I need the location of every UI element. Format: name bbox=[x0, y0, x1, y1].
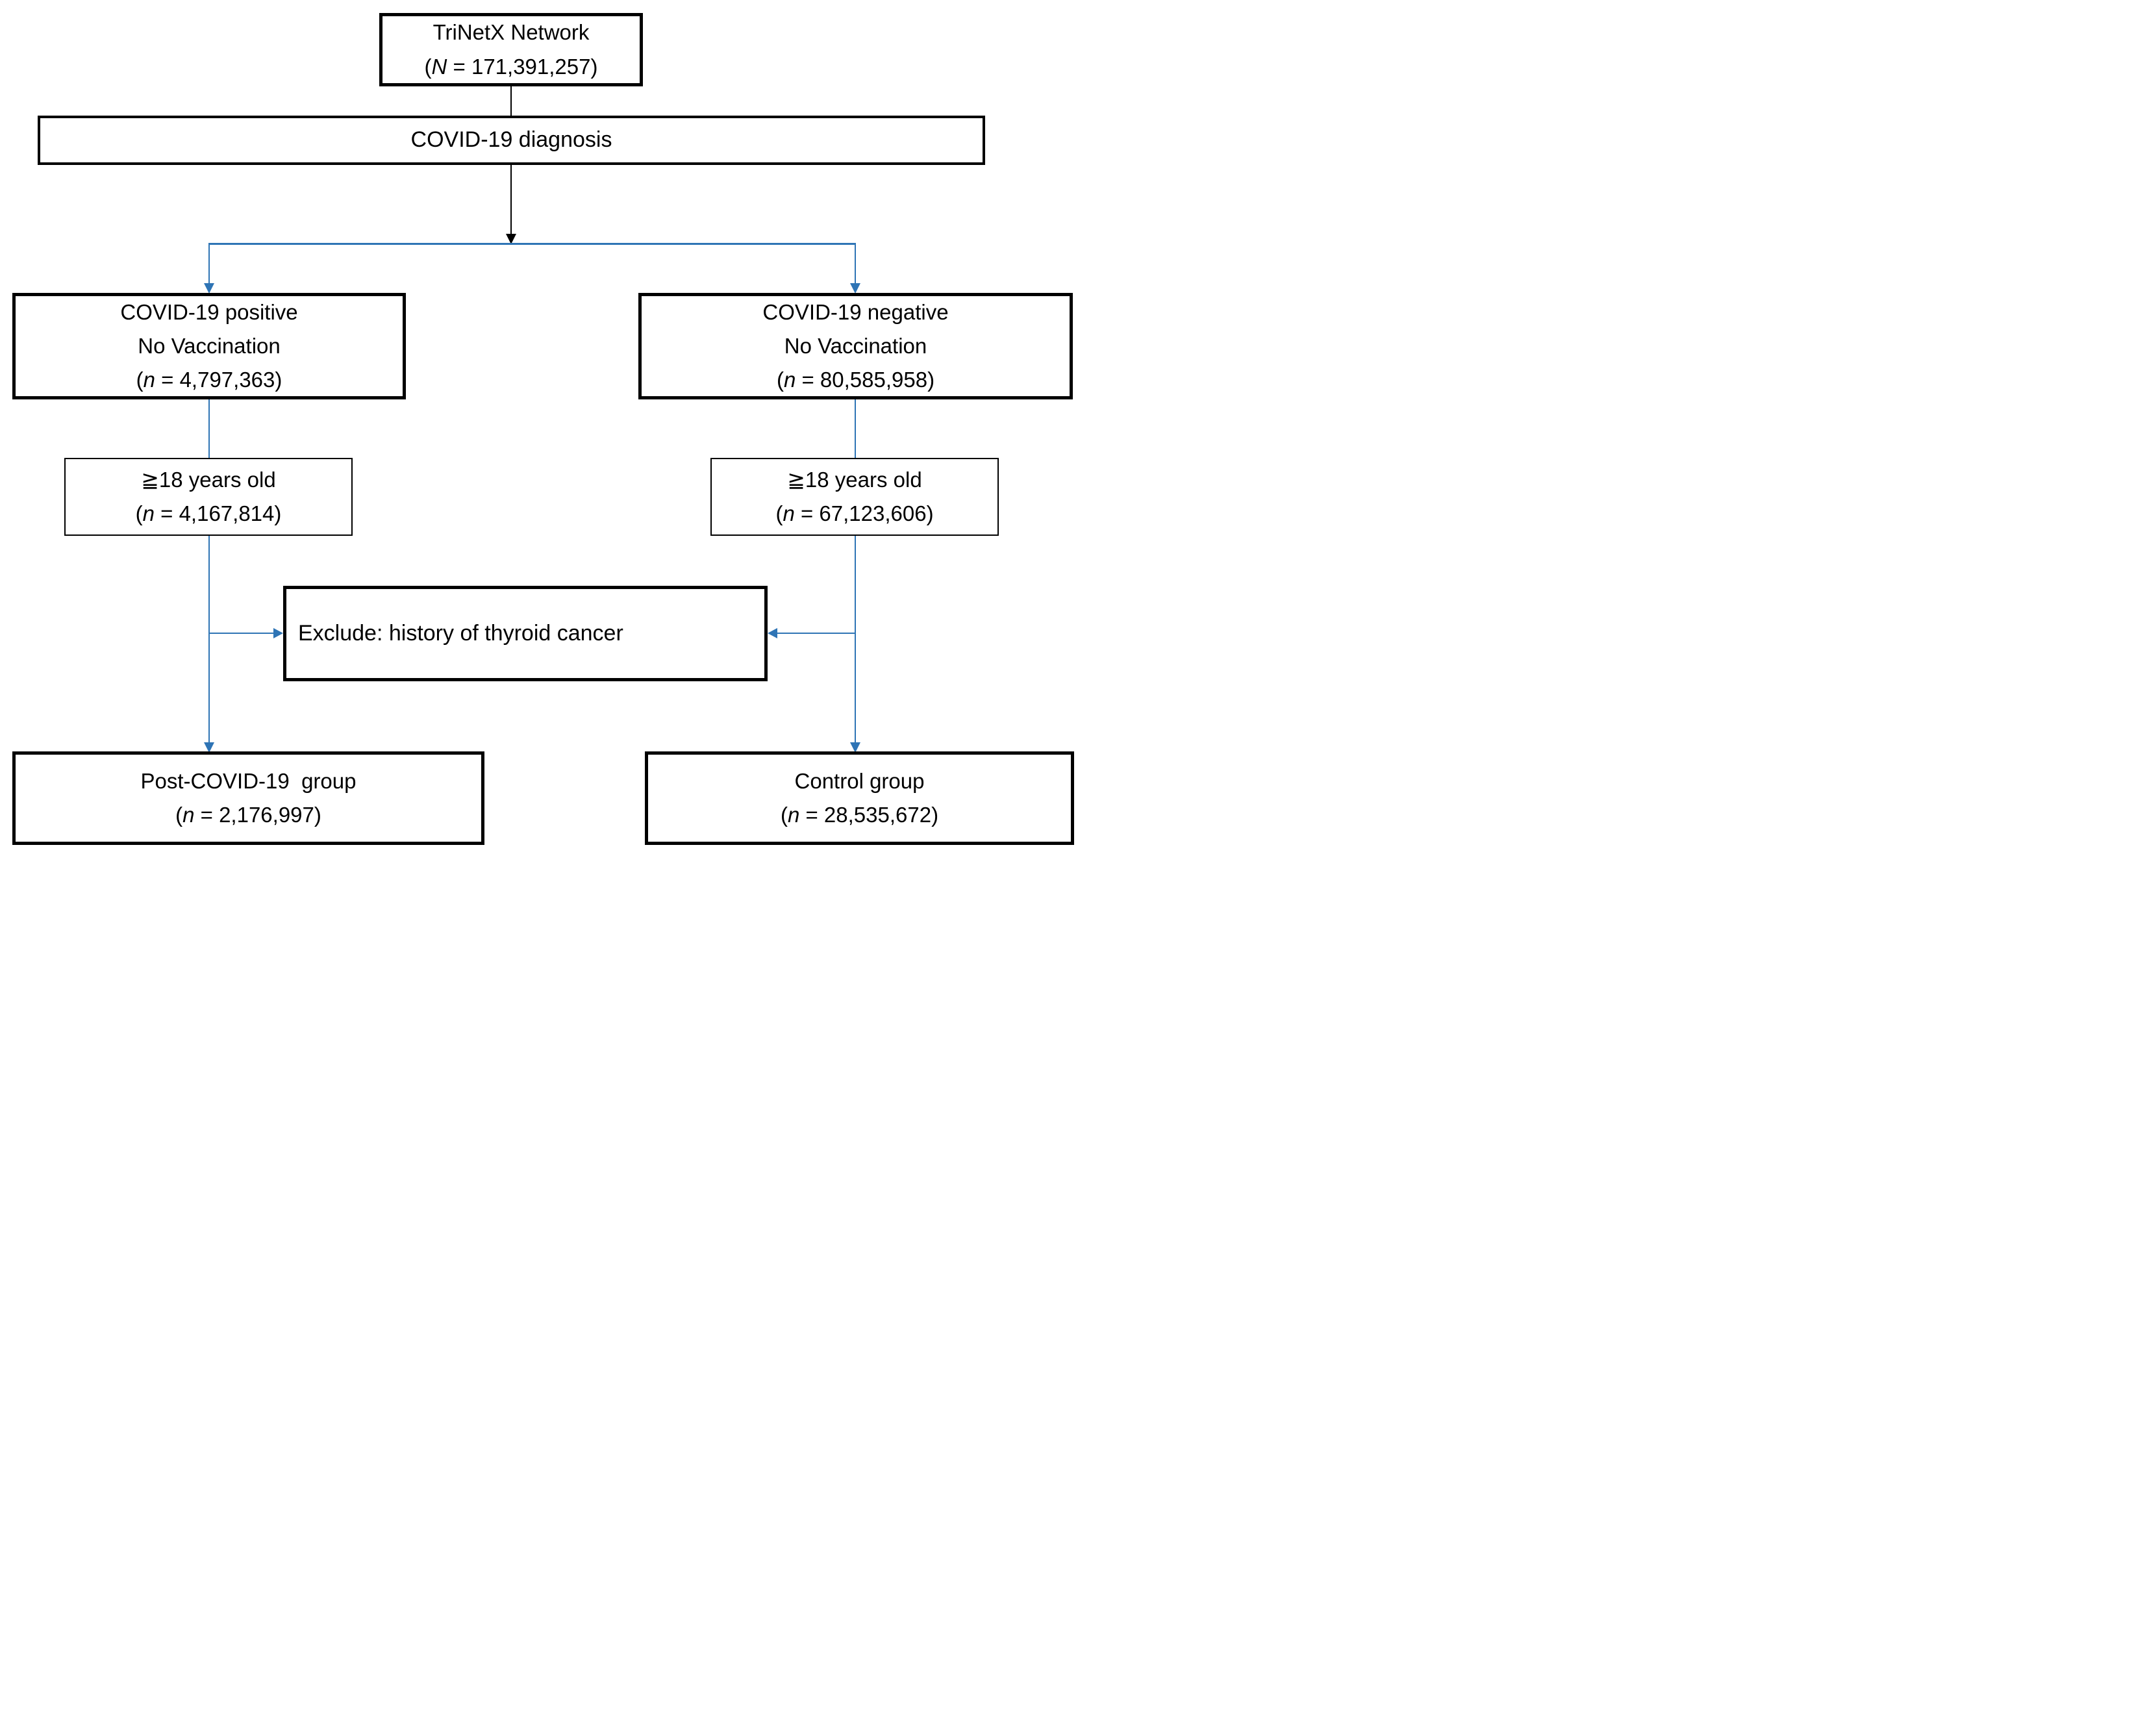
control-group-box: Control group (n = 28,535,672) bbox=[645, 751, 1074, 845]
connector-age-postcovid-line bbox=[208, 536, 210, 742]
exclude-left-arrowhead-icon bbox=[273, 628, 283, 638]
covid-negative-count: (n = 80,585,958) bbox=[776, 368, 935, 392]
covid-diagnosis-box: COVID-19 diagnosis bbox=[38, 116, 985, 165]
covid-positive-box: COVID-19 positive No Vaccination (n = 4,… bbox=[12, 293, 406, 399]
trinetx-count: (N = 171,391,257) bbox=[424, 54, 598, 79]
branch-left-arrowhead-icon bbox=[204, 283, 214, 294]
connector-age-control-line bbox=[855, 536, 856, 742]
connector-trinetx-diagnosis-line bbox=[510, 86, 512, 116]
branch-right-arrowhead-icon bbox=[850, 283, 860, 294]
exclude-right-arrowhead-icon bbox=[768, 628, 777, 638]
covid-negative-line2: No Vaccination bbox=[784, 333, 927, 358]
connector-negative-age-line bbox=[855, 399, 856, 458]
age-right-count: (n = 67,123,606) bbox=[775, 501, 934, 525]
post-covid-line1: Post-COVID-19 group bbox=[140, 768, 357, 793]
postcovid-arrowhead-icon bbox=[204, 742, 214, 753]
age-left-count: (n = 4,167,814) bbox=[135, 501, 282, 525]
small-n-symbol: n bbox=[182, 803, 195, 827]
covid-positive-count: (n = 4,797,363) bbox=[136, 368, 282, 392]
junction-horizontal-line bbox=[208, 243, 856, 245]
diagnosis-label: COVID-19 diagnosis bbox=[410, 127, 612, 153]
small-n-symbol: n bbox=[142, 501, 155, 525]
diagnosis-junction-arrowhead-icon bbox=[506, 234, 516, 244]
control-line1: Control group bbox=[794, 768, 925, 793]
control-count: (n = 28,535,672) bbox=[780, 803, 939, 827]
exclude-right-branch-line bbox=[777, 633, 855, 634]
small-n-symbol: n bbox=[783, 501, 795, 525]
branch-left-drop-line bbox=[208, 244, 210, 283]
age-filter-right-box: ≧18 years old (n = 67,123,606) bbox=[710, 458, 999, 536]
covid-positive-line1: COVID-19 positive bbox=[120, 299, 298, 324]
post-covid-group-box: Post-COVID-19 group (n = 2,176,997) bbox=[12, 751, 484, 845]
covid-negative-line1: COVID-19 negative bbox=[762, 299, 949, 324]
age-right-line1: ≧18 years old bbox=[787, 467, 922, 492]
covid-negative-box: COVID-19 negative No Vaccination (n = 80… bbox=[638, 293, 1073, 399]
post-covid-count: (n = 2,176,997) bbox=[175, 803, 321, 827]
age-left-line1: ≧18 years old bbox=[141, 467, 276, 492]
exclude-label: Exclude: history of thyroid cancer bbox=[298, 620, 623, 646]
small-n-symbol: n bbox=[783, 368, 796, 392]
control-arrowhead-icon bbox=[850, 742, 860, 753]
small-n-symbol: n bbox=[143, 368, 155, 392]
exclude-criteria-box: Exclude: history of thyroid cancer bbox=[283, 586, 768, 681]
age-filter-left-box: ≧18 years old (n = 4,167,814) bbox=[64, 458, 353, 536]
cohort-flow-diagram: TriNetX Network (N = 171,391,257) COVID-… bbox=[0, 0, 1078, 855]
covid-positive-line2: No Vaccination bbox=[138, 333, 281, 358]
branch-right-drop-line bbox=[855, 244, 856, 283]
connector-positive-age-line bbox=[208, 399, 210, 458]
exclude-left-branch-line bbox=[209, 633, 273, 634]
big-n-symbol: N bbox=[431, 54, 447, 79]
trinetx-title: TriNetX Network bbox=[432, 20, 590, 45]
trinetx-network-box: TriNetX Network (N = 171,391,257) bbox=[379, 13, 643, 86]
small-n-symbol: n bbox=[787, 803, 800, 827]
connector-diagnosis-junction-line bbox=[510, 165, 512, 234]
